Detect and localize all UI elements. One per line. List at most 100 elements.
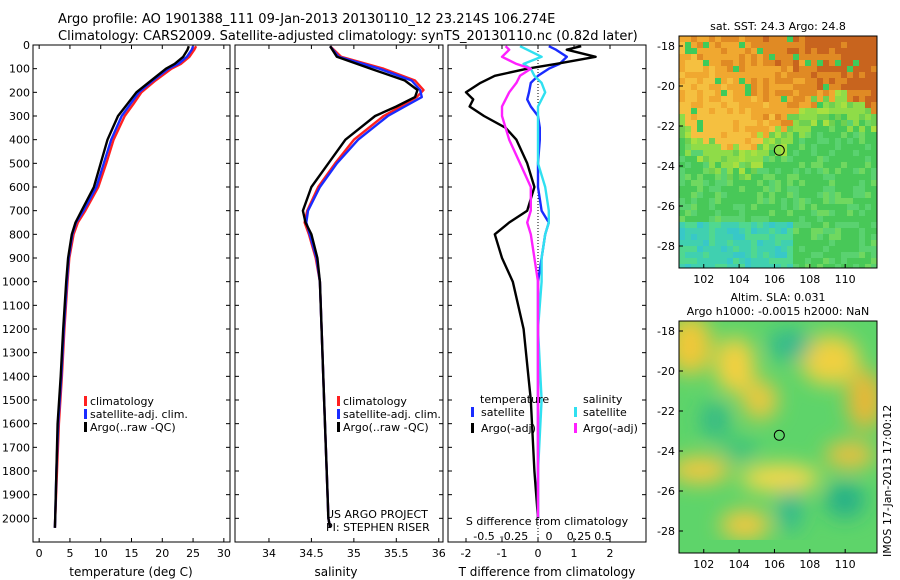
sst-cell — [841, 144, 848, 151]
sla-blob — [740, 464, 820, 492]
sst-cell — [697, 36, 704, 43]
sst-cell — [793, 180, 800, 187]
sst-cell — [685, 54, 692, 61]
map-y-tick-label: -26 — [657, 200, 675, 213]
sst-cell — [733, 252, 740, 259]
sst-cell — [697, 42, 704, 49]
sst-cell — [787, 78, 794, 85]
sst-cell — [751, 42, 758, 49]
sst-cell — [823, 144, 830, 151]
sst-cell — [841, 180, 848, 187]
sst-cell — [751, 126, 758, 133]
sst-cell — [685, 240, 692, 247]
sst-cell — [697, 108, 704, 115]
sst-cell — [793, 132, 800, 139]
sst-cell — [859, 54, 866, 61]
depth-tick-label: 400 — [9, 134, 30, 147]
sst-cell — [745, 180, 752, 187]
map-y-tick-label: -20 — [657, 80, 675, 93]
sst-cell — [811, 90, 818, 97]
sst-cell — [757, 210, 764, 217]
sst-cell — [757, 198, 764, 205]
sst-cell — [775, 144, 782, 151]
sst-cell — [739, 264, 746, 268]
sst-cell — [691, 84, 698, 91]
sst-cell — [781, 90, 788, 97]
sst-cell — [739, 174, 746, 181]
sst-cell — [727, 222, 734, 229]
legend-swatch-climatology — [337, 396, 340, 406]
sst-cell — [721, 174, 728, 181]
sst-cell — [697, 204, 704, 211]
sst-cell — [841, 234, 848, 241]
sst-cell — [871, 246, 877, 253]
sst-cell — [841, 156, 848, 163]
sst-cell — [775, 120, 782, 127]
sst-cell — [775, 48, 782, 55]
sst-cell — [835, 126, 842, 133]
sst-cell — [871, 204, 877, 211]
x-tick-label: 34.5 — [299, 547, 324, 560]
sst-cell — [853, 234, 860, 241]
sst-cell — [745, 42, 752, 49]
sst-cell — [757, 42, 764, 49]
sst-cell — [751, 48, 758, 55]
sst-cell — [763, 54, 770, 61]
sst-cell — [769, 168, 776, 175]
sst-cell — [829, 96, 836, 103]
sst-cell — [685, 108, 692, 115]
sst-cell — [835, 240, 842, 247]
sst-cell — [871, 186, 877, 193]
sst-cell — [703, 78, 710, 85]
sst-cell — [829, 186, 836, 193]
sst-cell — [763, 168, 770, 175]
sst-cell — [715, 42, 722, 49]
sst-cell — [787, 246, 794, 253]
sst-cell — [811, 234, 818, 241]
legend-label-satellite: satellite-adj. clim. — [90, 408, 188, 421]
sst-cell — [775, 162, 782, 169]
sst-cell — [793, 156, 800, 163]
sst-cell — [805, 42, 812, 49]
sst-cell — [793, 228, 800, 235]
sst-cell — [733, 222, 740, 229]
sst-cell — [841, 174, 848, 181]
sst-cell — [793, 72, 800, 79]
sst-cell — [751, 192, 758, 199]
sst-cell — [715, 234, 722, 241]
sst-cell — [691, 114, 698, 121]
legend-swatch-satellite — [337, 409, 340, 419]
sst-cell — [733, 198, 740, 205]
sst-cell — [715, 54, 722, 61]
sst-cell — [835, 114, 842, 121]
sst-cell — [829, 72, 836, 79]
sst-cell — [745, 36, 752, 43]
sst-cell — [751, 108, 758, 115]
sst-cell — [865, 186, 872, 193]
temperature-series — [53, 45, 198, 528]
sst-cell — [721, 252, 728, 259]
sst-cell — [703, 240, 710, 247]
sst-cell — [793, 48, 800, 55]
sst-cell — [697, 78, 704, 85]
sst-cell — [847, 78, 854, 85]
sst-cell — [829, 156, 836, 163]
sst-cell — [817, 114, 824, 121]
sst-cell — [805, 228, 812, 235]
sst-cell — [703, 72, 710, 79]
sst-cell — [787, 264, 794, 268]
sst-cell — [715, 246, 722, 253]
sst-cell — [721, 144, 728, 151]
sst-cell — [781, 198, 788, 205]
sst-cell — [817, 126, 824, 133]
sst-cell — [829, 162, 836, 169]
sst-cell — [841, 90, 848, 97]
sst-cell — [685, 36, 692, 43]
sst-cell — [853, 240, 860, 247]
sla-blob — [722, 440, 758, 460]
depth-tick-label: 2000 — [2, 512, 30, 525]
sst-cell — [847, 264, 854, 268]
sst-cell — [703, 96, 710, 103]
depth-tick-label: 800 — [9, 228, 30, 241]
sst-cell — [823, 204, 830, 211]
